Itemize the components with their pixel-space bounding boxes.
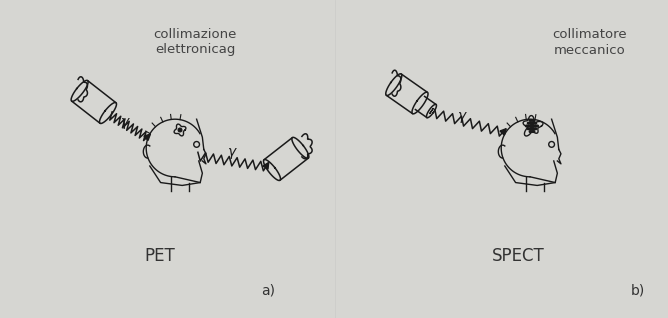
Circle shape — [530, 124, 534, 128]
Circle shape — [531, 128, 533, 130]
Circle shape — [526, 125, 527, 127]
Circle shape — [531, 122, 533, 124]
Circle shape — [529, 128, 531, 130]
Circle shape — [529, 120, 531, 121]
Circle shape — [529, 125, 531, 127]
Text: a): a) — [261, 283, 275, 297]
Text: b): b) — [631, 283, 645, 297]
Circle shape — [528, 128, 529, 130]
Circle shape — [528, 122, 529, 124]
Circle shape — [528, 125, 529, 127]
Circle shape — [178, 128, 182, 132]
Circle shape — [531, 125, 533, 127]
Text: $\gamma$: $\gamma$ — [457, 110, 468, 125]
Circle shape — [531, 120, 533, 121]
Circle shape — [529, 122, 531, 124]
Circle shape — [535, 122, 536, 124]
Circle shape — [529, 131, 531, 132]
Circle shape — [533, 120, 534, 121]
Polygon shape — [263, 162, 269, 169]
Circle shape — [536, 125, 538, 127]
Circle shape — [535, 125, 536, 127]
Text: $\gamma$: $\gamma$ — [226, 146, 237, 161]
Text: SPECT: SPECT — [492, 247, 544, 265]
Circle shape — [535, 128, 536, 130]
Text: PET: PET — [145, 247, 176, 265]
Polygon shape — [144, 134, 150, 141]
Polygon shape — [500, 129, 506, 135]
Circle shape — [533, 131, 534, 132]
Circle shape — [533, 122, 534, 124]
Circle shape — [533, 125, 534, 127]
Text: collimatore
meccanico: collimatore meccanico — [552, 28, 627, 57]
Text: $\gamma$: $\gamma$ — [120, 116, 130, 131]
Text: collimazione
elettronicag: collimazione elettronicag — [154, 28, 236, 57]
Circle shape — [533, 128, 534, 130]
Circle shape — [531, 131, 533, 132]
